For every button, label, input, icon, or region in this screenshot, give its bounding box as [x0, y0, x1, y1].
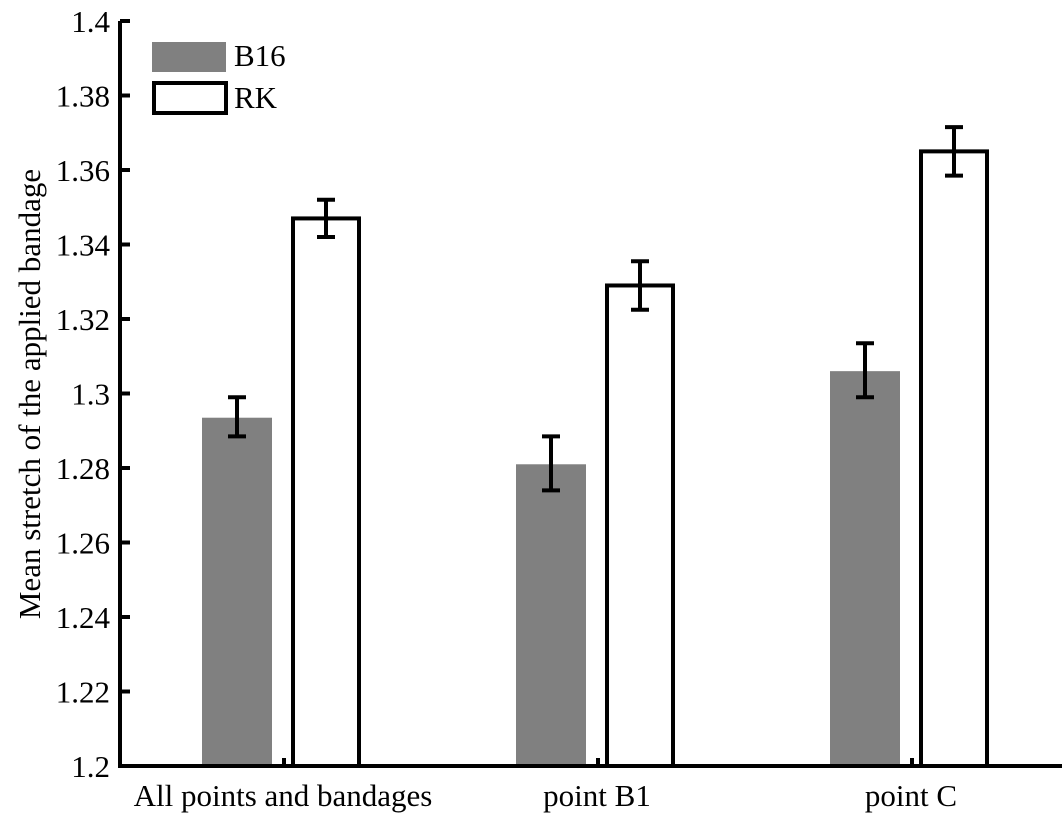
error-bar-b16-1 — [542, 434, 560, 493]
error-bar-b16-2 — [856, 341, 874, 400]
y-tick-label: 1.28 — [56, 451, 110, 486]
bars-layer — [202, 149, 989, 769]
x-tick-label: All points and bandages — [134, 778, 433, 813]
error-bar-rk-1 — [631, 259, 649, 312]
bar-rk-1 — [605, 283, 675, 768]
bar-b16-2 — [830, 371, 900, 766]
bar-rk-0 — [291, 216, 361, 769]
error-bars-layer — [228, 125, 963, 493]
y-tick-label: 1.24 — [56, 600, 111, 635]
legend-swatch-b16 — [152, 42, 226, 72]
error-bar-b16-0 — [228, 395, 246, 439]
x-tick-label: point B1 — [543, 778, 651, 813]
y-tick-label: 1.2 — [71, 749, 110, 784]
legend-label-rk: RK — [234, 80, 278, 115]
bar-b16-1 — [516, 464, 586, 766]
legend-swatch-rk — [152, 81, 228, 115]
y-tick-label: 1.36 — [56, 153, 110, 188]
legend: B16 RK — [152, 38, 286, 115]
y-tick-label: 1.26 — [56, 526, 110, 561]
y-tick-label: 1.34 — [56, 228, 111, 263]
y-tick-label: 1.4 — [71, 4, 110, 39]
error-bar-rk-0 — [317, 197, 335, 240]
error-bar-rk-2 — [945, 125, 963, 178]
y-axis-label: Mean stretch of the applied bandage — [12, 169, 47, 619]
y-tick-label: 1.22 — [56, 675, 110, 710]
y-tick-label: 1.3 — [71, 377, 110, 412]
ticks-layer: All points and bandages point B1 point C 1.… — [56, 4, 957, 813]
x-tick-label: point C — [865, 778, 957, 813]
bar-b16-0 — [202, 417, 272, 766]
legend-label-b16: B16 — [234, 38, 286, 73]
y-tick-label: 1.32 — [56, 302, 110, 337]
bar-rk-2 — [919, 149, 989, 768]
y-tick-label: 1.38 — [56, 79, 110, 114]
